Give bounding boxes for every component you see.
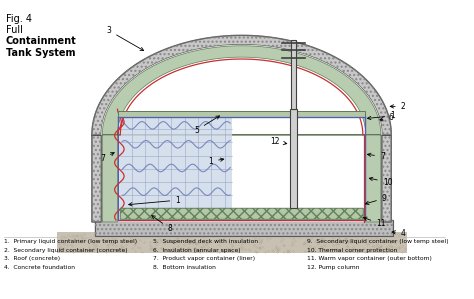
Text: 3.  Roof (concrete): 3. Roof (concrete) <box>4 256 60 261</box>
Text: 5: 5 <box>194 116 219 135</box>
Text: 6.  Insulation (annular space): 6. Insulation (annular space) <box>154 248 241 253</box>
Text: 4.  Concrete foundation: 4. Concrete foundation <box>4 265 75 270</box>
Text: 7.  Product vapor container (liner): 7. Product vapor container (liner) <box>154 256 255 261</box>
Text: Full: Full <box>6 25 23 35</box>
Text: 12: 12 <box>270 137 287 146</box>
Bar <box>120 118 232 218</box>
Text: 8: 8 <box>152 216 173 233</box>
Text: Tank System: Tank System <box>6 48 75 58</box>
Text: 3: 3 <box>107 26 144 51</box>
Text: 12. Pump column: 12. Pump column <box>307 265 359 270</box>
Polygon shape <box>102 46 381 222</box>
Text: Fig. 4: Fig. 4 <box>6 13 32 24</box>
Bar <box>120 208 363 219</box>
Polygon shape <box>101 45 382 222</box>
Text: 2.  Secondary liquid container (concrete): 2. Secondary liquid container (concrete) <box>4 248 128 253</box>
Text: 7: 7 <box>100 152 114 163</box>
Text: 9: 9 <box>365 194 387 205</box>
Text: 2: 2 <box>390 102 405 111</box>
Text: 1.  Primary liquid container (low temp steel): 1. Primary liquid container (low temp st… <box>4 239 137 244</box>
Text: Containment: Containment <box>6 36 76 46</box>
Text: 11: 11 <box>364 217 386 228</box>
Bar <box>95 220 393 236</box>
Text: 6: 6 <box>380 113 393 122</box>
Text: 9.  Secondary liquid container (low temp steel): 9. Secondary liquid container (low temp … <box>307 239 448 244</box>
Text: 4: 4 <box>392 229 406 238</box>
Text: 5.  Suspended deck with insulation: 5. Suspended deck with insulation <box>154 239 259 244</box>
Bar <box>292 40 296 109</box>
Text: 1: 1 <box>367 111 395 120</box>
Bar <box>291 109 297 208</box>
Text: 7: 7 <box>367 152 385 161</box>
Bar <box>95 220 393 236</box>
Text: 1: 1 <box>209 157 224 166</box>
Text: 8.  Bottom insulation: 8. Bottom insulation <box>154 265 216 270</box>
Bar <box>120 208 363 219</box>
Bar <box>118 111 365 117</box>
Text: 11. Warm vapor container (outer bottom): 11. Warm vapor container (outer bottom) <box>307 256 432 261</box>
Text: 10. Thermal corner protection: 10. Thermal corner protection <box>307 248 397 253</box>
Text: 10: 10 <box>369 177 392 187</box>
Polygon shape <box>92 35 391 222</box>
Text: 1: 1 <box>129 196 180 206</box>
Bar <box>57 232 407 253</box>
